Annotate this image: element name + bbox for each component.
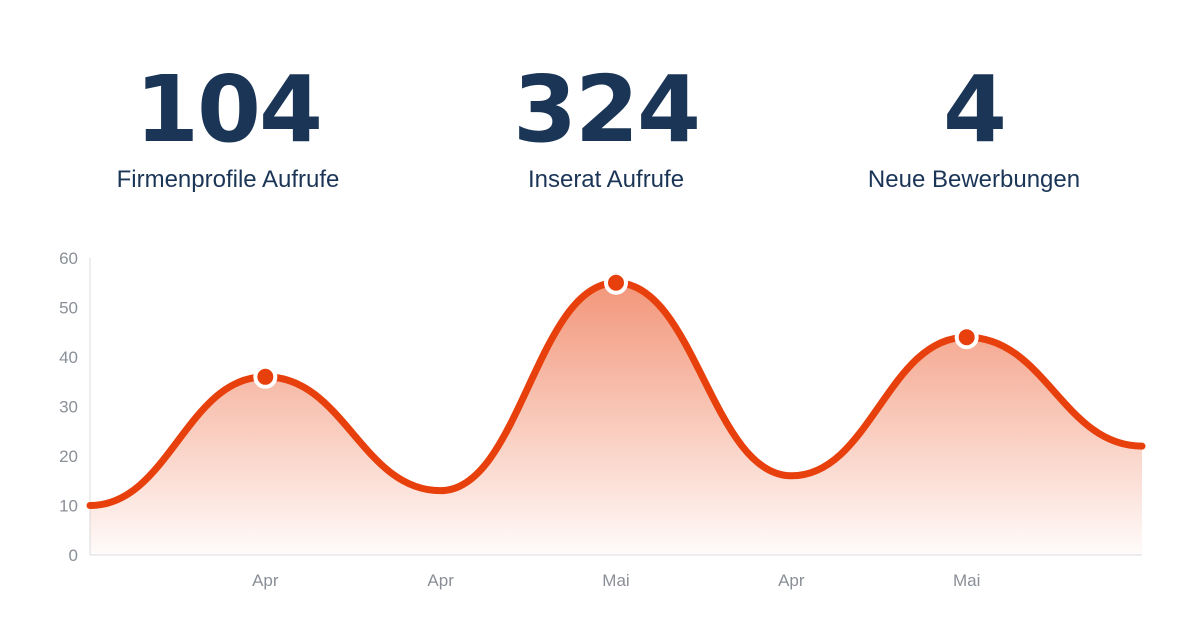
x-tick-label: Apr (427, 571, 454, 590)
stat-inserat: 324 Inserat Aufrufe (426, 58, 786, 194)
y-tick-label: 20 (59, 447, 78, 466)
stat-value: 104 (134, 56, 323, 163)
y-tick-label: 10 (59, 497, 78, 516)
stat-bewerbungen: 4 Neue Bewerbungen (794, 58, 1154, 194)
stat-value: 324 (512, 56, 701, 163)
stat-label: Firmenprofile Aufrufe (116, 166, 340, 193)
highlight-point (604, 270, 628, 295)
y-tick-label: 0 (69, 546, 78, 565)
highlight-point (954, 325, 979, 350)
y-tick-label: 60 (59, 249, 78, 268)
series-area (90, 282, 1142, 555)
y-tick-label: 30 (59, 398, 78, 417)
x-tick-label: Mai (602, 571, 629, 590)
stat-value: 4 (942, 56, 1007, 163)
x-tick-label: Apr (252, 571, 279, 590)
x-tick-label: Mai (953, 571, 980, 590)
stat-firmenprofile: 104 Firmenprofile Aufrufe (48, 58, 408, 194)
y-tick-label: 50 (59, 299, 78, 318)
y-tick-label: 40 (59, 348, 78, 367)
highlight-point (253, 364, 278, 389)
stat-label: Inserat Aufrufe (527, 166, 685, 193)
x-tick-label: Apr (778, 571, 805, 590)
stat-label: Neue Bewerbungen (867, 166, 1081, 193)
